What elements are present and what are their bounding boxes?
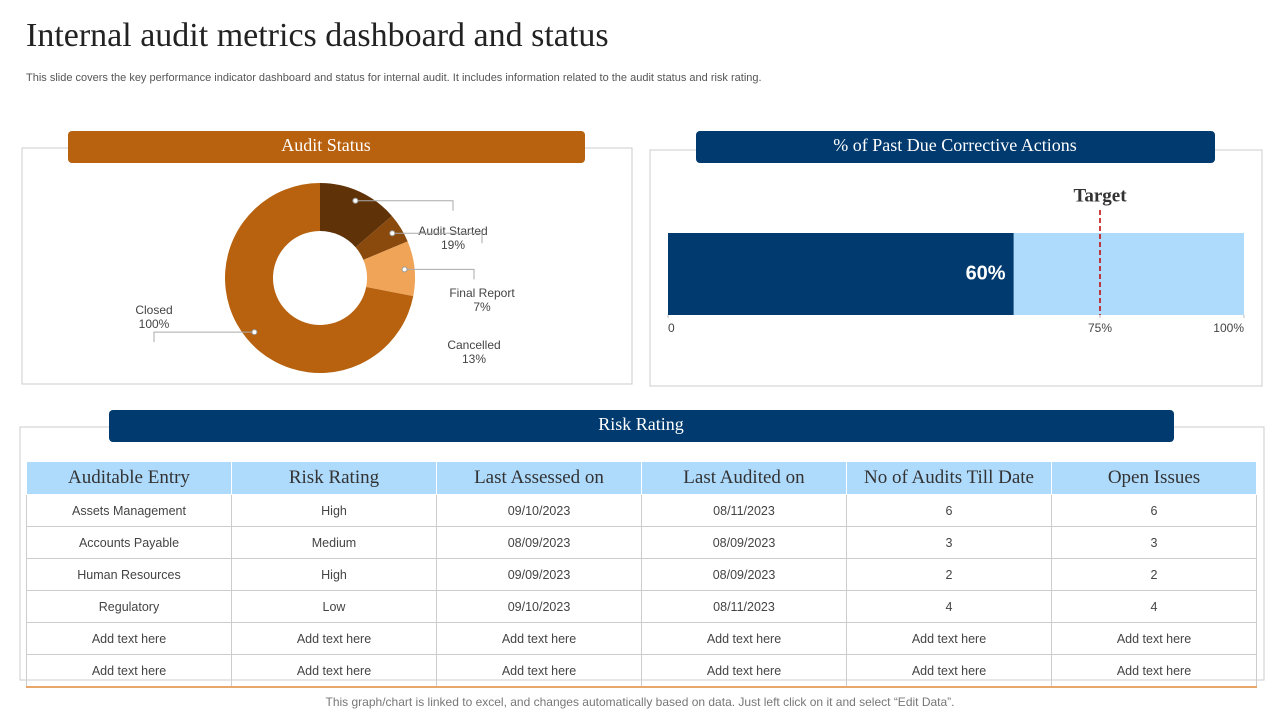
table-cell: 09/10/2023 bbox=[436, 494, 642, 527]
leader-line bbox=[404, 268, 475, 280]
header-row: Auditable Entry Risk Rating Last Assessed … bbox=[26, 461, 1257, 495]
risk-table: Auditable Entry Risk Rating Last Assessed … bbox=[26, 461, 1257, 688]
table-cell: 09/09/2023 bbox=[436, 558, 642, 591]
slice-label: Audit Started bbox=[418, 224, 487, 238]
panel-title: Audit Status bbox=[281, 135, 371, 155]
table-cell: Regulatory bbox=[26, 590, 232, 623]
table-cell: 08/09/2023 bbox=[641, 558, 847, 591]
column-header: Last Audited on bbox=[641, 461, 847, 495]
table-cell: Assets Management bbox=[26, 494, 232, 527]
footer-note: This graph/chart is linked to excel, and… bbox=[326, 695, 955, 709]
donut-slice bbox=[355, 215, 408, 260]
leader-dot bbox=[401, 266, 408, 273]
x-tick-label: 75% bbox=[1088, 321, 1112, 335]
table-cell: Add text here bbox=[26, 654, 232, 688]
table-cell: Low bbox=[231, 590, 437, 623]
donut-slice bbox=[320, 183, 392, 248]
x-tick-label: 0 bbox=[668, 321, 675, 335]
slice-value: 100% bbox=[139, 317, 170, 331]
table-cell: 2 bbox=[1051, 558, 1257, 591]
table-cell: 08/09/2023 bbox=[641, 526, 847, 559]
donut-slice bbox=[224, 182, 414, 374]
table-cell: 09/10/2023 bbox=[436, 590, 642, 623]
slice-label: Final Report bbox=[449, 286, 515, 300]
column-header: Open Issues bbox=[1051, 461, 1257, 495]
target-label: Target bbox=[1073, 185, 1127, 206]
panel-header bbox=[68, 131, 585, 163]
table-cell: Add text here bbox=[436, 654, 642, 688]
panel-title: Risk Rating bbox=[598, 414, 684, 434]
table-cell: Add text here bbox=[1051, 654, 1257, 688]
table-cell: Add text here bbox=[846, 654, 1052, 688]
slice-label: Cancelled bbox=[447, 338, 500, 352]
table-cell: High bbox=[231, 494, 437, 527]
table-row: Accounts Payable Medium 08/09/2023 08/09/20… bbox=[26, 526, 1257, 559]
leader-dot bbox=[389, 230, 396, 237]
table-row: Add text here Add text here Add text here A… bbox=[26, 622, 1257, 655]
panel-title: % of Past Due Corrective Actions bbox=[833, 135, 1076, 155]
table-row: Add text here Add text here Add text here A… bbox=[26, 654, 1257, 688]
slice-value: 13% bbox=[462, 352, 486, 366]
table-row: Assets Management High 09/10/2023 08/11/202… bbox=[26, 494, 1257, 527]
table-cell: Add text here bbox=[1051, 622, 1257, 655]
table-cell: Add text here bbox=[26, 622, 232, 655]
table-cell: 08/09/2023 bbox=[436, 526, 642, 559]
table-cell: Add text here bbox=[641, 622, 847, 655]
column-header: No of Audits Till Date bbox=[846, 461, 1052, 495]
table-cell: High bbox=[231, 558, 437, 591]
table-cell: Add text here bbox=[641, 654, 847, 688]
bar-value-label: 60% bbox=[966, 262, 1006, 284]
table-cell: 2 bbox=[846, 558, 1052, 591]
column-header: Auditable Entry bbox=[26, 461, 232, 495]
page-title: Internal audit metrics dashboard and sta… bbox=[26, 17, 609, 54]
leader-line bbox=[153, 331, 255, 343]
page-subtitle: This slide covers the key performance in… bbox=[26, 72, 762, 84]
leader-dot bbox=[352, 197, 359, 204]
table-cell: 3 bbox=[846, 526, 1052, 559]
table-cell: Human Resources bbox=[26, 558, 232, 591]
panel-header bbox=[109, 410, 1174, 442]
table-cell: 4 bbox=[846, 590, 1052, 623]
table-cell: 08/11/2023 bbox=[641, 590, 847, 623]
table-cell: 4 bbox=[1051, 590, 1257, 623]
slice-value: 19% bbox=[441, 238, 465, 252]
slice-label: Closed bbox=[135, 303, 172, 317]
table-cell: Accounts Payable bbox=[26, 526, 232, 559]
table-cell: 3 bbox=[1051, 526, 1257, 559]
table-cell: Add text here bbox=[846, 622, 1052, 655]
x-tick-label: 100% bbox=[1213, 321, 1244, 335]
table-cell: Add text here bbox=[436, 622, 642, 655]
table-row: Human Resources High 09/09/2023 08/09/2023 2… bbox=[26, 558, 1257, 591]
column-header: Last Assessed on bbox=[436, 461, 642, 495]
table-cell: Add text here bbox=[231, 654, 437, 688]
table-cell: Medium bbox=[231, 526, 437, 559]
table-cell: Add text here bbox=[231, 622, 437, 655]
column-header: Risk Rating bbox=[231, 461, 437, 495]
table-row: Regulatory Low 09/10/2023 08/11/2023 4 4 bbox=[26, 590, 1257, 623]
table-cell: 08/11/2023 bbox=[641, 494, 847, 527]
table-body: Assets Management High 09/10/2023 08/11/202… bbox=[26, 494, 1257, 688]
panel-header bbox=[696, 131, 1215, 163]
table-cell: 6 bbox=[846, 494, 1052, 527]
donut-slice bbox=[363, 241, 415, 297]
slice-value: 7% bbox=[473, 300, 491, 314]
leader-line bbox=[355, 200, 454, 211]
leader-line bbox=[392, 232, 483, 244]
bullet-bar bbox=[668, 233, 1014, 315]
table-cell: 6 bbox=[1051, 494, 1257, 527]
leader-dot bbox=[251, 329, 258, 336]
